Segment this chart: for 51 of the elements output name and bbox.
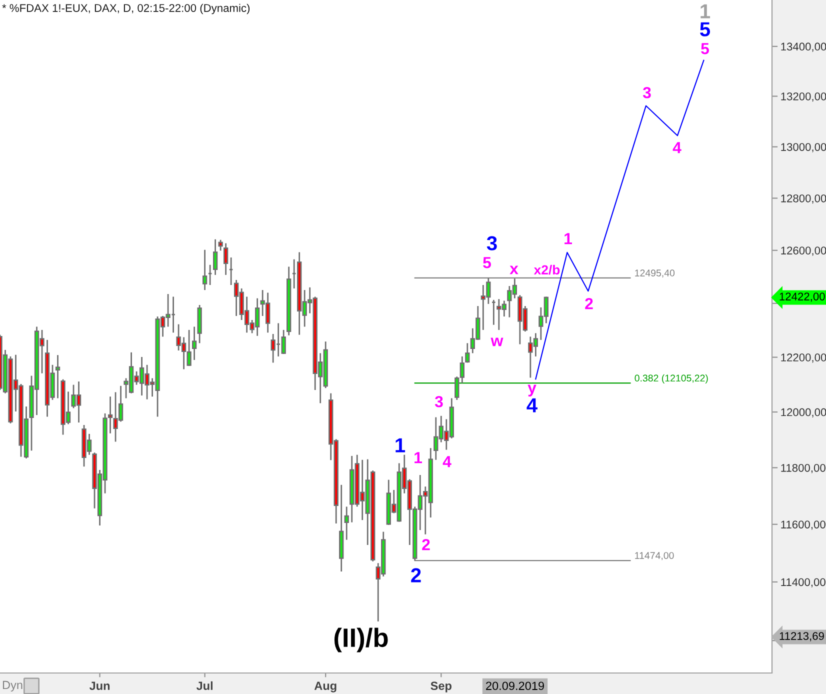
annotation: w bbox=[490, 338, 504, 346]
annotation: 2 bbox=[422, 538, 430, 550]
annotation: x bbox=[510, 266, 518, 274]
chart-title: * %FDAX 1!-EUX, DAX, D, 02:15-22:00 (Dynamic) bbox=[2, 4, 250, 14]
text: 20.09.2019 bbox=[486, 682, 544, 690]
annotation: 5 bbox=[700, 22, 710, 36]
text: 11213,69 bbox=[780, 632, 824, 642]
annotation: 4 bbox=[672, 142, 682, 154]
candlestick bbox=[344, 506, 349, 540]
annotation: (II)/b bbox=[334, 628, 388, 652]
candlestick bbox=[55, 354, 60, 399]
annotation: 4 bbox=[526, 398, 538, 412]
annotation: 3 bbox=[642, 86, 651, 98]
annotation: 2 bbox=[585, 298, 593, 310]
annotation: 1 bbox=[396, 438, 406, 452]
candlestick bbox=[465, 342, 470, 364]
y-tick-label: 12800,00 bbox=[781, 194, 826, 204]
annotation: y bbox=[528, 384, 536, 396]
annotation: 3 bbox=[434, 396, 443, 408]
candlestick bbox=[224, 242, 228, 276]
y-tick-label: 11800,00 bbox=[781, 464, 826, 474]
x-tick-label: Jul bbox=[196, 681, 213, 690]
annotation: 3 bbox=[486, 236, 497, 250]
annotation: 4 bbox=[442, 456, 452, 468]
x-tick-label: Sep bbox=[430, 682, 452, 692]
annotation: x2/b bbox=[534, 264, 560, 275]
y-tick-label: 13200,00 bbox=[781, 92, 826, 102]
series-label: 11474,00 bbox=[635, 552, 674, 560]
y-tick-label: 13400,00 bbox=[781, 42, 826, 52]
candlestick bbox=[192, 326, 197, 361]
y-tick-label: 13000,00 bbox=[781, 143, 826, 152]
annotation: 1 bbox=[700, 4, 710, 18]
x-tick-label: Aug bbox=[314, 682, 336, 692]
candlestick bbox=[212, 238, 218, 276]
text: 12422,00 bbox=[780, 292, 825, 302]
annotation: 1 bbox=[414, 452, 422, 464]
y-tick-label: 12000,00 bbox=[781, 408, 826, 418]
y-tick-label: 12200,00 bbox=[781, 354, 826, 363]
y-tick-label: 11400,00 bbox=[781, 578, 826, 588]
series-label: 0.382 (12105,22) bbox=[634, 374, 708, 384]
x-tick-label: Jun bbox=[89, 682, 110, 690]
y-tick-label: 11600,00 bbox=[781, 520, 826, 530]
y-tick-label: 12600,00 bbox=[781, 246, 826, 256]
annotation: 5 bbox=[701, 43, 709, 54]
annotation: 2 bbox=[411, 568, 421, 582]
text: Dyn bbox=[2, 680, 22, 692]
annotation: 1 bbox=[564, 233, 572, 244]
candlestick bbox=[218, 239, 223, 252]
candlestick bbox=[202, 249, 208, 291]
series-label: 12495,40 bbox=[635, 270, 675, 278]
annotation: 5 bbox=[483, 257, 491, 268]
